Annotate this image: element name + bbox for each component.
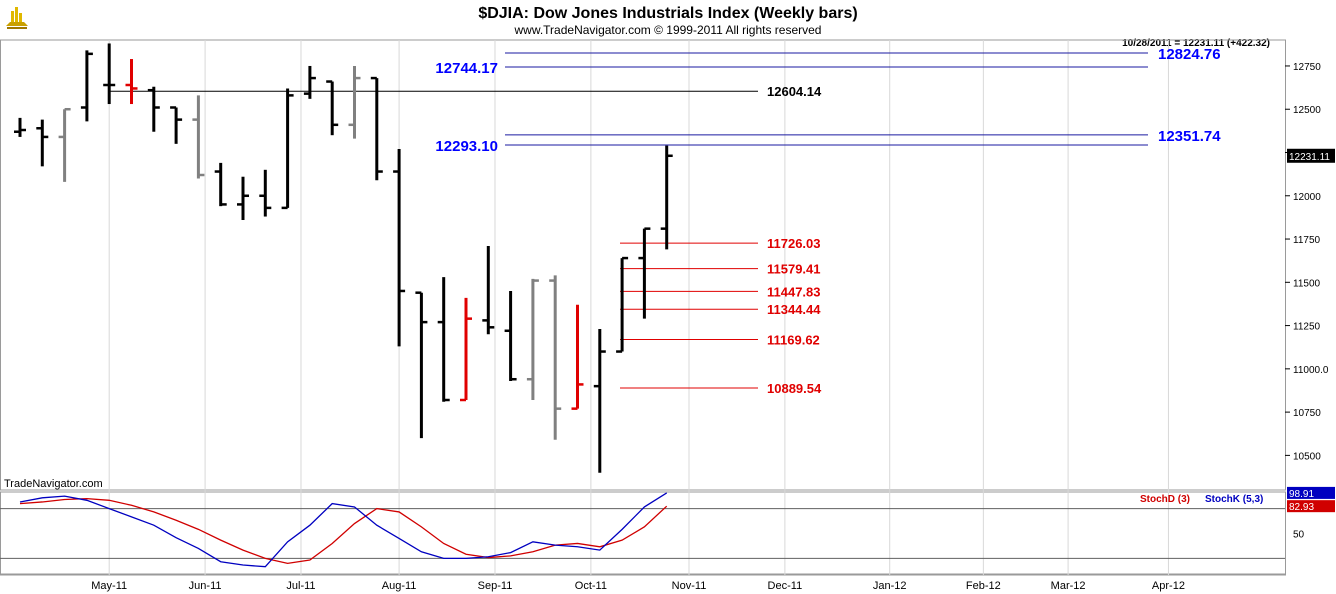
x-tick-label: May-11 [91, 580, 127, 592]
watermark-text: TradeNavigator.com [4, 478, 103, 490]
x-tick-label: Oct-11 [575, 580, 607, 592]
x-tick-label: Dec-11 [768, 580, 803, 592]
y-tick-label: 12500 [1293, 105, 1321, 116]
x-tick-label: Jun-11 [189, 580, 222, 592]
black-level-label: 12604.14 [767, 84, 822, 99]
chart-title: $DJIA: Dow Jones Industrials Index (Week… [478, 5, 857, 22]
x-tick-label: Apr-12 [1152, 580, 1185, 592]
current-price-box [1287, 148, 1335, 163]
stoch-value-box [1287, 500, 1335, 513]
y-tick-label: 10750 [1293, 408, 1321, 419]
blue-level-label: 12293.10 [435, 138, 498, 155]
y-tick-label: 11250 [1293, 322, 1321, 333]
stoch-series-line [19, 492, 668, 568]
stoch-y-tick-label: 50 [1293, 530, 1305, 541]
last-bar-info: 10/28/2011 = 12231.11 (+422.32) [1122, 38, 1270, 49]
y-tick-label: 12000 [1293, 192, 1321, 203]
stoch-legend-entry: StochD (3) [1140, 494, 1190, 505]
red-level-label: 10889.54 [767, 381, 822, 396]
y-tick-label: 10500 [1293, 451, 1321, 462]
red-level-label: 11169.62 [767, 332, 820, 347]
red-level-label: 11344.44 [767, 302, 821, 317]
red-level-label: 11447.83 [767, 284, 821, 299]
x-tick-label: Feb-12 [966, 580, 1001, 592]
x-tick-label: Jul-11 [286, 580, 315, 592]
y-tick-label: 11000.0 [1293, 365, 1329, 376]
stoch-value-label: 82.93 [1289, 502, 1314, 513]
blue-level-label: 12824.76 [1158, 46, 1221, 63]
blue-level-label: 12351.74 [1158, 128, 1221, 145]
y-tick-label: 11500 [1293, 278, 1321, 289]
stoch-value-box [1287, 486, 1335, 499]
price-panel-frame [0, 39, 1286, 491]
stoch-panel-frame [0, 491, 1286, 576]
trade-navigator-logo-icon [2, 2, 32, 32]
current-price-label: 12231.11 [1289, 152, 1330, 163]
x-tick-label: Mar-12 [1051, 580, 1086, 592]
blue-level-label: 12744.17 [435, 60, 498, 77]
stoch-value-label: 98.91 [1289, 489, 1314, 500]
x-tick-label: Aug-11 [382, 580, 417, 592]
x-tick-label: Sep-11 [478, 580, 513, 592]
red-level-label: 11726.03 [767, 236, 821, 251]
copyright-text: www.TradeNavigator.com © 1999-2011 All r… [514, 23, 822, 37]
x-tick-label: Nov-11 [672, 580, 707, 592]
stoch-legend-entry: StochK (5,3) [1205, 494, 1263, 505]
y-tick-label: 11750 [1293, 235, 1321, 246]
red-level-label: 11579.41 [767, 262, 821, 277]
x-tick-label: Jan-12 [873, 580, 907, 592]
y-tick-label: 12750 [1293, 62, 1321, 73]
